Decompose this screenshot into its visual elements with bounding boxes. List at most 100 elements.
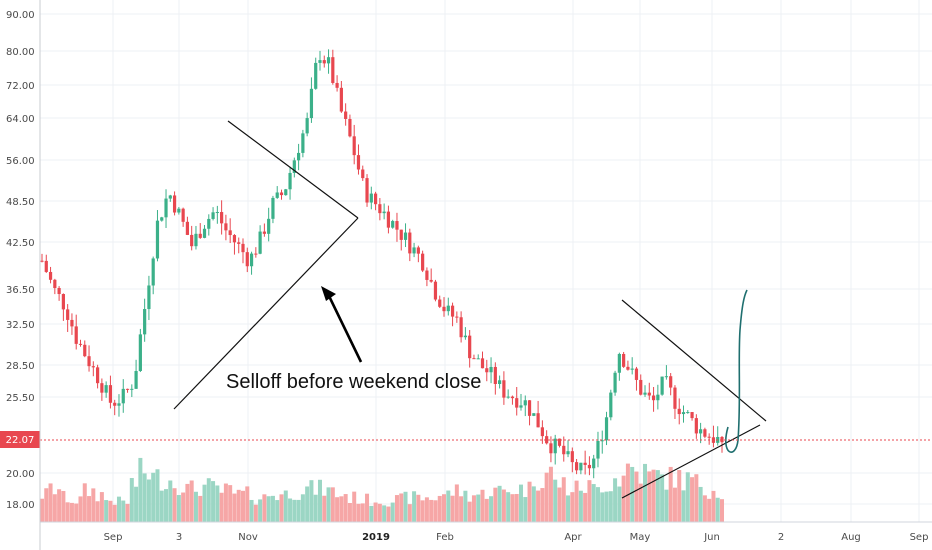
candles [40,49,724,479]
volume-bar [330,487,335,522]
volume-bar [660,474,665,522]
y-tick-label: 28.50 [6,361,35,372]
candle-body [331,57,335,83]
candle-body [104,385,108,393]
volume-bar [454,484,459,522]
candle-body [476,358,480,360]
volume-bar [433,500,438,522]
candle-body [44,260,48,272]
candle-body [647,392,651,396]
volume-bar [621,475,626,522]
x-axis[interactable]: Sep 3 Nov 2019 Feb Apr May Jun 2 Aug Sep [104,532,929,543]
volume-bar [52,494,57,522]
volume-bar [279,494,284,522]
volume-bar [215,485,220,522]
volume-bar [176,495,181,522]
volume-bar [78,496,83,522]
candle-body [515,398,519,408]
volume-bar [146,479,151,522]
candle-body [66,309,70,320]
volume-bar [48,483,53,522]
volume-bar [335,497,340,522]
y-axis[interactable]: 90.00 80.00 72.00 64.00 56.00 48.50 42.50 36.50… [6,10,35,511]
candle-body [527,400,532,416]
volume-bar [382,505,387,522]
arrow-head-icon [321,286,336,301]
candle-body [643,392,647,395]
volume-bar [536,490,541,522]
annotation-arrow [327,295,363,363]
volume-bar [424,497,429,522]
volume-bar [510,494,515,522]
candle-body [485,368,489,373]
volume-bar [523,497,528,522]
volume-bar [365,493,370,522]
candle-body [48,271,53,280]
candle-body [352,136,356,156]
volume-bar [211,481,216,522]
volume-bar [698,486,703,522]
candle-body [288,172,292,190]
candle-body [699,429,703,434]
volume-bar [300,494,305,522]
candle-body [480,358,485,369]
candle-body [690,412,694,419]
volume-bar [172,488,177,522]
volume-bar [501,489,506,522]
volume-bar [91,488,96,522]
volume-bar [40,498,44,522]
volume-bar [407,504,412,522]
volume-bar [65,502,70,522]
candle-body [617,353,621,373]
candle-body [421,253,425,271]
volume-bar [471,495,476,522]
volume-bar [711,490,716,522]
lower-trendline-1 [173,217,359,410]
candle-body [87,356,91,367]
candle-body [160,217,164,221]
candle-body [660,376,664,395]
candle-body [113,402,117,406]
candle-body [579,462,583,471]
candle-body [408,232,412,254]
volume-bar [677,470,682,522]
candle-body [91,366,95,368]
volume-bar [155,469,160,522]
volume-bar [480,489,485,522]
volume-bar [437,495,442,522]
volume-bar [104,500,109,522]
candle-body [639,379,643,395]
volume-bar [634,471,639,522]
volume-bar [643,463,648,522]
candle-body [361,169,365,179]
volume-bar [506,492,511,522]
candle-body [664,376,669,378]
candle-body [707,436,711,438]
candle-body [493,366,497,385]
candle-body [138,334,142,371]
candle-body [498,380,502,385]
volume-bar [181,492,186,522]
candle-body [348,118,352,137]
volume-bar [339,496,344,522]
candle-body [609,392,613,418]
candle-body [545,436,549,444]
candle-body [322,60,326,64]
candle-body [455,316,459,318]
volume-bar [356,503,361,522]
volume-bar [493,487,498,522]
candle-body [630,368,634,370]
upper-trendline-1 [227,120,359,219]
volume-bar [270,495,275,522]
candle-body [622,353,626,367]
candle-body [279,192,284,196]
candle-body [433,281,438,300]
volume-bar [206,478,211,522]
volume-bar [625,463,630,522]
candle-body [386,211,391,228]
candle-body [254,253,258,255]
candle-body [463,335,467,338]
volume-bar [258,499,263,522]
volume-bar [159,490,164,522]
